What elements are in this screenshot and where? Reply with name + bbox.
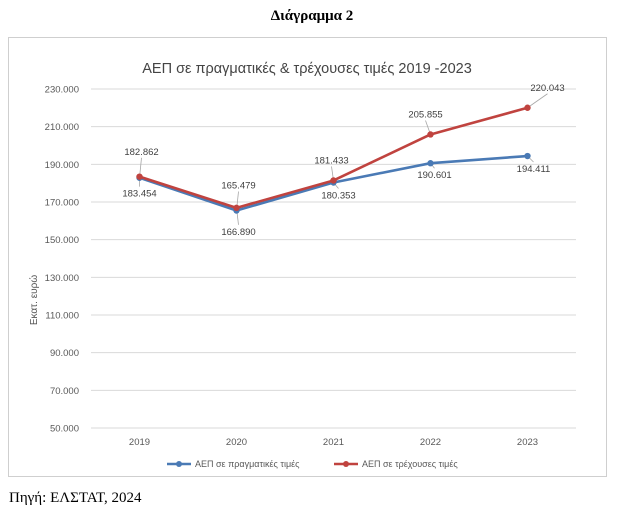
x-tick-label: 2020 — [226, 437, 247, 448]
y-tick-label: 150.000 — [45, 235, 79, 246]
gridlines — [91, 88, 576, 429]
y-tick-label: 190.000 — [45, 160, 79, 171]
source-note: Πηγή: ΕΛΣΤΑΤ, 2024 — [9, 490, 142, 506]
y-tick-label: 230.000 — [45, 85, 79, 96]
figure-heading: Διάγραμμα 2 — [270, 8, 354, 24]
y-tick-label: 70.000 — [50, 386, 79, 397]
data-label: 181.433 — [314, 155, 348, 166]
y-tick-label: 130.000 — [45, 273, 79, 284]
y-tick-label: 110.000 — [45, 311, 79, 322]
legend: ΑΕΠ σε πραγματικές τιμές ΑΕΠ σε τρέχουσες… — [167, 459, 458, 469]
data-label: 180.353 — [321, 191, 355, 202]
data-point — [524, 104, 531, 111]
legend-label: ΑΕΠ σε τρέχουσες τιμές — [362, 459, 458, 469]
x-axis-ticks: 2019 2020 2021 2022 2023 — [129, 437, 538, 448]
x-tick-label: 2023 — [517, 437, 538, 448]
data-label: 166.890 — [221, 227, 255, 238]
data-point — [427, 160, 434, 167]
chart-title: ΑΕΠ σε πραγματικές & τρέχουσες τιμές 201… — [142, 61, 472, 77]
data-labels: 182.862 165.479 180.353 190.601 194.411 183.4… — [122, 83, 564, 238]
x-tick-label: 2021 — [323, 437, 344, 448]
legend-marker — [176, 461, 182, 467]
data-point — [233, 204, 240, 212]
y-axis-label: Εκατ. ευρώ — [28, 275, 40, 325]
y-tick-label: 210.000 — [45, 122, 79, 133]
y-tick-label: 170.000 — [45, 198, 79, 209]
data-label: 165.479 — [221, 181, 255, 192]
data-point — [524, 152, 531, 160]
data-point — [330, 177, 337, 184]
y-tick-label: 50.000 — [50, 424, 79, 435]
x-tick-label: 2022 — [420, 437, 441, 448]
data-label: 205.855 — [408, 109, 442, 120]
data-label: 194.411 — [517, 164, 551, 175]
line-chart: ΑΕΠ σε πραγματικές & τρέχουσες τιμές 201… — [28, 61, 576, 469]
data-point — [136, 173, 143, 180]
y-tick-label: 90.000 — [50, 348, 79, 359]
legend-label: ΑΕΠ σε πραγματικές τιμές — [195, 459, 300, 469]
legend-marker — [343, 461, 349, 467]
chart-frame: ΑΕΠ σε πραγματικές & τρέχουσες τιμές 201… — [8, 37, 607, 477]
y-axis-ticks: 50.000 70.000 90.000 110.000 130.000 150.000 1… — [45, 85, 79, 435]
data-label: 183.454 — [122, 189, 156, 200]
x-tick-label: 2019 — [129, 437, 150, 448]
series-lines — [136, 104, 531, 214]
data-point — [427, 131, 434, 138]
data-label: 182.862 — [124, 147, 158, 158]
data-label: 190.601 — [417, 170, 451, 181]
leader-line — [527, 93, 548, 109]
data-label: 220.043 — [530, 83, 564, 94]
